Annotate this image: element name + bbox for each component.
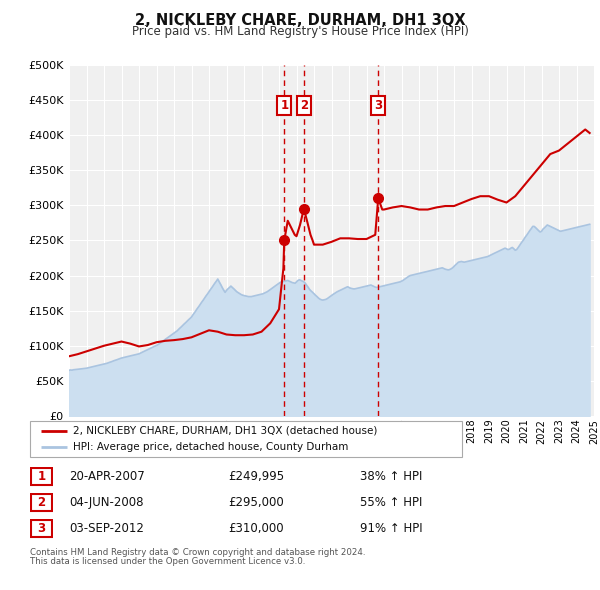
Text: 1: 1 xyxy=(37,470,46,483)
Text: 91% ↑ HPI: 91% ↑ HPI xyxy=(360,522,422,535)
Text: 2, NICKLEBY CHARE, DURHAM, DH1 3QX (detached house): 2, NICKLEBY CHARE, DURHAM, DH1 3QX (deta… xyxy=(73,425,377,435)
Text: 04-JUN-2008: 04-JUN-2008 xyxy=(69,496,143,509)
Text: 55% ↑ HPI: 55% ↑ HPI xyxy=(360,496,422,509)
Text: HPI: Average price, detached house, County Durham: HPI: Average price, detached house, Coun… xyxy=(73,442,349,453)
FancyBboxPatch shape xyxy=(31,468,52,485)
Text: 1: 1 xyxy=(280,99,289,112)
Text: 3: 3 xyxy=(37,522,46,535)
Text: £310,000: £310,000 xyxy=(228,522,284,535)
Text: This data is licensed under the Open Government Licence v3.0.: This data is licensed under the Open Gov… xyxy=(30,558,305,566)
FancyBboxPatch shape xyxy=(31,520,52,537)
Text: Contains HM Land Registry data © Crown copyright and database right 2024.: Contains HM Land Registry data © Crown c… xyxy=(30,548,365,557)
Text: 2: 2 xyxy=(300,99,308,112)
Text: 2: 2 xyxy=(37,496,46,509)
Text: Price paid vs. HM Land Registry's House Price Index (HPI): Price paid vs. HM Land Registry's House … xyxy=(131,25,469,38)
Text: £295,000: £295,000 xyxy=(228,496,284,509)
Text: £249,995: £249,995 xyxy=(228,470,284,483)
Text: 20-APR-2007: 20-APR-2007 xyxy=(69,470,145,483)
FancyBboxPatch shape xyxy=(31,494,52,511)
Text: 38% ↑ HPI: 38% ↑ HPI xyxy=(360,470,422,483)
FancyBboxPatch shape xyxy=(30,421,462,457)
Text: 2, NICKLEBY CHARE, DURHAM, DH1 3QX: 2, NICKLEBY CHARE, DURHAM, DH1 3QX xyxy=(134,13,466,28)
Text: 3: 3 xyxy=(374,99,382,112)
Text: 03-SEP-2012: 03-SEP-2012 xyxy=(69,522,144,535)
